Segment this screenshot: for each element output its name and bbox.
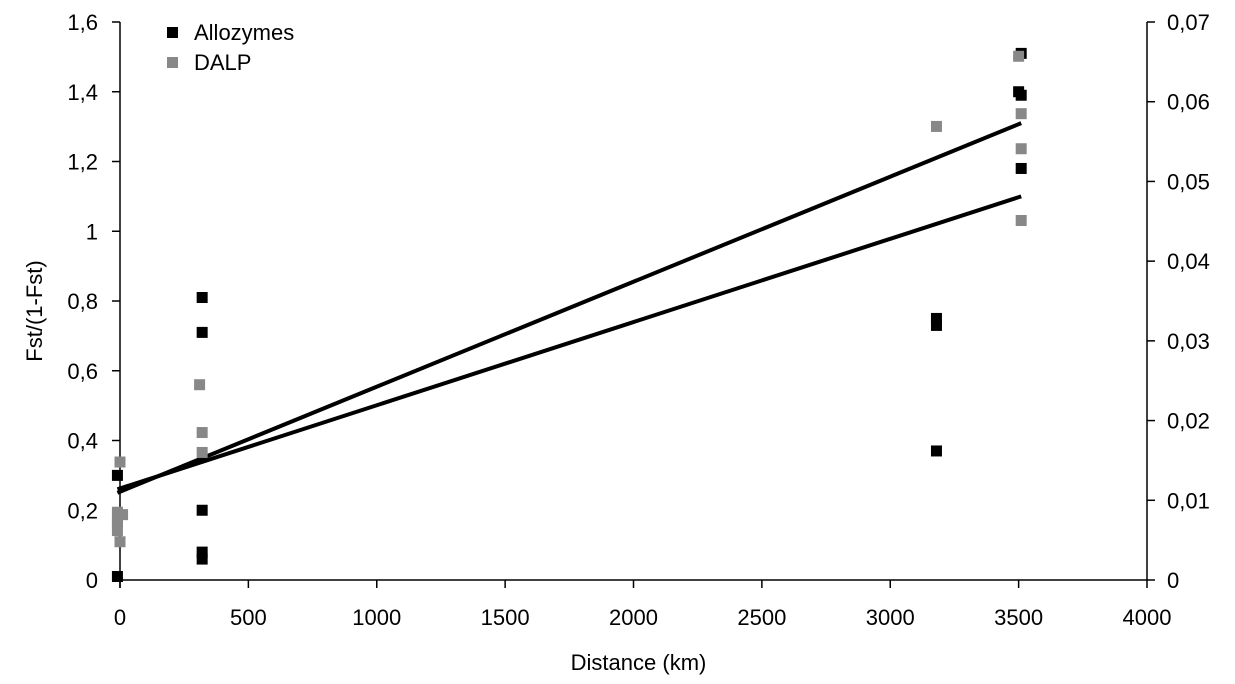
allozymes-point <box>196 553 208 565</box>
x-tick-label: 500 <box>230 605 267 630</box>
legend: Allozymes DALP <box>167 20 294 75</box>
x-tick-label: 3000 <box>866 605 915 630</box>
allozymes-point <box>111 469 123 481</box>
allozymes-point <box>930 312 942 324</box>
y2-tick-label: 0,01 <box>1167 488 1210 513</box>
allozymes-point <box>1015 162 1027 174</box>
y-tick-label: 0,6 <box>67 359 98 384</box>
legend-label-allozymes: Allozymes <box>194 20 294 45</box>
legend-marker-dalp <box>167 57 178 68</box>
x-tick-label: 4000 <box>1123 605 1172 630</box>
dalp-point <box>1015 143 1027 155</box>
allozymes-point <box>196 546 208 558</box>
y-tick-label: 0,2 <box>67 498 98 523</box>
allozymes-point <box>196 292 208 304</box>
y2-tick-label: 0,03 <box>1167 329 1210 354</box>
dalp-point <box>1015 214 1027 226</box>
dalp-point <box>117 509 129 521</box>
dalp-point <box>194 379 206 391</box>
y-tick-label: 0,8 <box>67 289 98 314</box>
legend-marker-allozymes <box>167 27 178 38</box>
dalp-point <box>111 525 123 537</box>
axes-group <box>112 22 1148 588</box>
allozymes-point <box>1015 89 1027 101</box>
allozymes-point <box>196 504 208 516</box>
dalp-point <box>114 456 126 468</box>
y2-tick-label: 0,07 <box>1167 10 1210 35</box>
dalp-point <box>196 427 208 439</box>
allozymes-point <box>930 319 942 331</box>
dalp-point <box>1013 50 1025 62</box>
dalp-point <box>196 446 208 458</box>
allozymes-point <box>930 445 942 457</box>
x-tick-label: 1500 <box>481 605 530 630</box>
x-tick-label: 2500 <box>737 605 786 630</box>
y2-tick-label: 0,02 <box>1167 409 1210 434</box>
y-tick-label: 1,6 <box>67 10 98 35</box>
y-axis-title: Fst/(1-Fst) <box>22 260 47 361</box>
y-tick-label: 0,4 <box>67 429 98 454</box>
y2-tick-label: 0,06 <box>1167 90 1210 115</box>
x-tick-label: 3500 <box>994 605 1043 630</box>
points-group <box>111 47 1027 583</box>
dalp-point <box>114 536 126 548</box>
x-tick-label: 1000 <box>352 605 401 630</box>
y2-tick-label: 0,05 <box>1167 169 1210 194</box>
dalp-point <box>930 120 942 132</box>
x-axis-title: Distance (km) <box>571 650 707 675</box>
allozymes-point <box>196 326 208 338</box>
y-tick-label: 1,4 <box>67 80 98 105</box>
y-tick-label: 1 <box>86 219 98 244</box>
trendline <box>116 121 1022 495</box>
trendlines-group <box>116 121 1022 495</box>
y-tick-label: 1,2 <box>67 150 98 175</box>
y2-tick-label: 0 <box>1167 568 1179 593</box>
y2-tick-label: 0,04 <box>1167 249 1210 274</box>
y-tick-label: 0 <box>86 568 98 593</box>
legend-label-dalp: DALP <box>194 50 251 75</box>
ticks-group: 0 500 1000 1500 2000 2500 3000 3500 4000 0 0,2 0,4 0… <box>67 10 1209 630</box>
x-tick-label: 2000 <box>609 605 658 630</box>
x-tick-label: 0 <box>114 605 126 630</box>
allozymes-point <box>111 571 123 583</box>
trendline <box>116 194 1022 492</box>
dalp-point <box>1015 108 1027 120</box>
dalp-point <box>111 518 123 530</box>
